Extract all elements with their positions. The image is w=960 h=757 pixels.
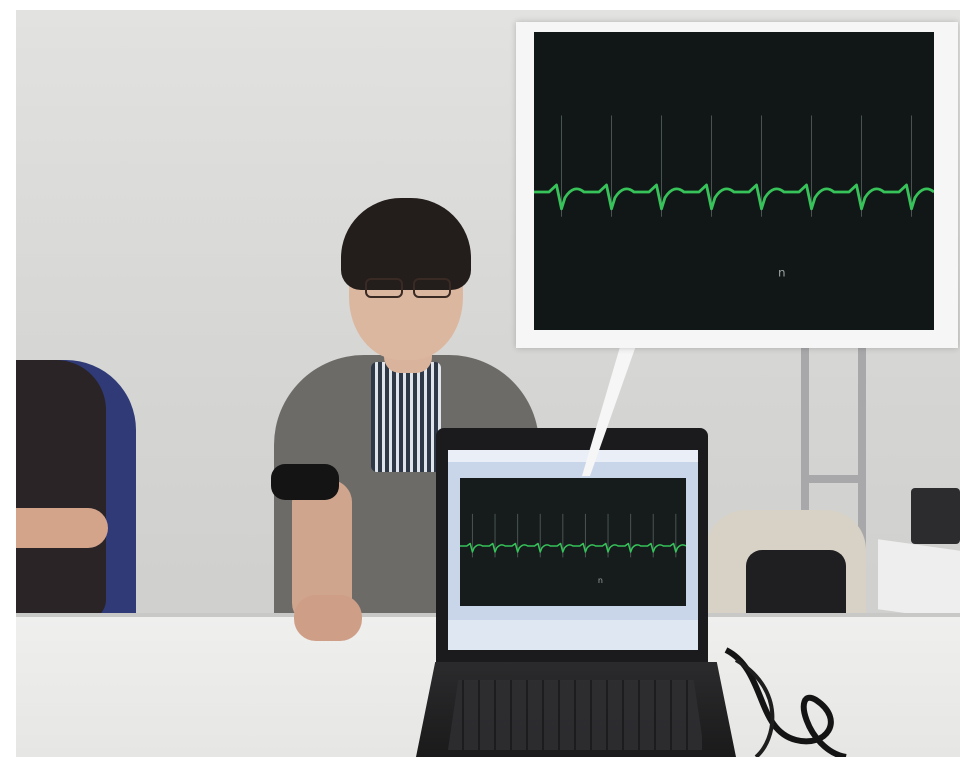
person-hair [341, 198, 471, 290]
person-fist [294, 595, 362, 641]
striped-shirt [371, 362, 441, 472]
ecg-marker: n [598, 576, 603, 585]
cables [724, 647, 847, 757]
callout-ecg-trace: n [534, 115, 934, 279]
stand-post-right [858, 340, 866, 630]
glasses [361, 278, 457, 300]
left-person-hand [16, 508, 108, 548]
seated-person-left [16, 360, 106, 620]
laptop-screen: n [448, 450, 698, 650]
laptop-ecg-display: n [460, 478, 686, 606]
ecg-waveform [534, 183, 934, 211]
ecg-waveform [460, 542, 686, 553]
photo: n n [16, 10, 960, 757]
callout-ecg-display: n [534, 32, 934, 330]
stand-post-left [801, 340, 809, 630]
laptop-ecg-trace: n [460, 513, 686, 585]
equipment-box [911, 488, 960, 544]
sensor-armband [271, 464, 339, 500]
ecg-marker: n [778, 265, 786, 279]
laptop-keyboard [448, 680, 704, 750]
side-table [878, 539, 960, 621]
stand-crossbar [801, 475, 866, 483]
